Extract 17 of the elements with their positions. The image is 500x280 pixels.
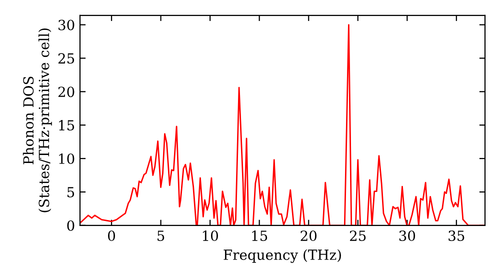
y-axis-title: Phonon DOS (States/THz·primitive cell) <box>22 28 52 212</box>
y-tick-label: 5 <box>67 187 74 198</box>
x-tick-label: 10 <box>202 230 218 242</box>
y-tick-label: 10 <box>59 153 74 164</box>
x-tick-label: 30 <box>399 230 416 242</box>
y-tick-label: 25 <box>58 53 74 64</box>
x-axis-title: Frequency (THz) <box>224 249 341 263</box>
y-tick-label: 30 <box>58 20 74 30</box>
y-tick-label: 0 <box>67 220 74 231</box>
x-tick-label: 20 <box>300 230 317 242</box>
x-tick-label: 15 <box>252 230 268 242</box>
x-tick-label: 35 <box>448 230 464 242</box>
y-tick-label: 20 <box>58 86 74 98</box>
x-tick-label: 0 <box>108 230 116 242</box>
x-tick-label: 5 <box>158 230 164 242</box>
x-tick-label: 25 <box>350 230 366 242</box>
y-tick-label: 15 <box>59 120 74 131</box>
